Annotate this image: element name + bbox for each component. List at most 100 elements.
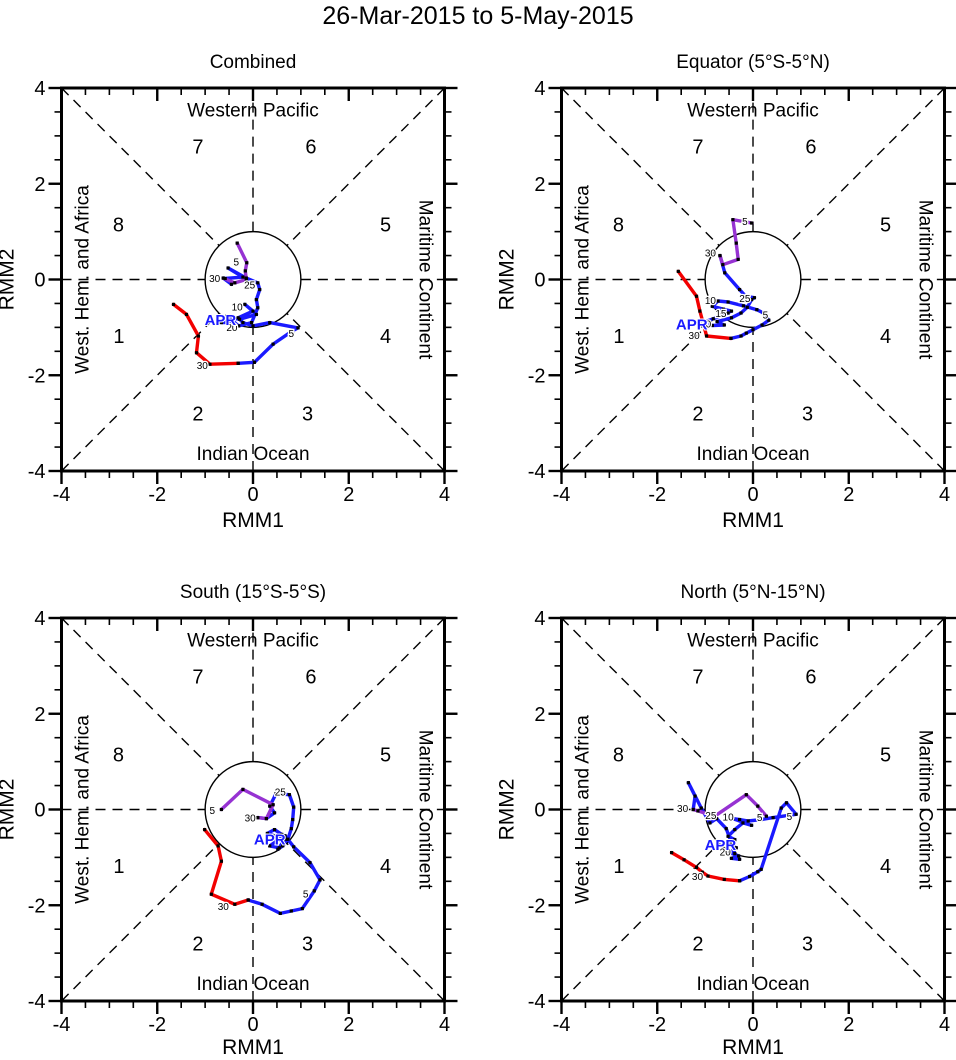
day-marker <box>203 828 207 832</box>
phase-number: 5 <box>880 214 891 236</box>
day-marker <box>794 812 798 816</box>
panel-title-south: South (15°S-5°S) <box>179 582 327 603</box>
day-marker <box>254 298 258 302</box>
phase-number: 4 <box>880 856 891 878</box>
day-marker <box>219 320 224 325</box>
day-marker <box>741 821 745 825</box>
day-marker <box>779 806 783 810</box>
day-marker <box>268 320 272 325</box>
day-marker <box>268 844 272 848</box>
x-axis-label: RMM1 <box>222 1036 284 1059</box>
day-marker <box>256 306 260 310</box>
day-marker <box>184 312 189 317</box>
day-marker <box>233 281 237 285</box>
y-tick-label: 4 <box>34 608 45 630</box>
region-label: Western Pacific <box>187 631 319 652</box>
region-label: Western Pacific <box>187 101 319 122</box>
day-marker <box>286 837 290 841</box>
trajectory-march <box>202 827 250 906</box>
x-tick-label: 0 <box>747 484 758 506</box>
day-marker <box>243 269 247 273</box>
day-marker <box>724 841 728 845</box>
day-marker <box>715 816 719 821</box>
day-marker <box>716 299 720 303</box>
day-marker <box>693 794 697 798</box>
day-marker <box>737 857 742 861</box>
trajectory-may <box>221 241 249 285</box>
day-marker <box>744 294 748 298</box>
day-label: 25 <box>275 787 287 798</box>
region-label: Maritime Continent <box>914 730 935 890</box>
day-marker <box>682 858 686 862</box>
day-label: 5 <box>233 257 239 268</box>
day-marker <box>723 271 727 275</box>
day-marker <box>721 263 725 267</box>
day-marker <box>291 329 295 333</box>
phase-divider-line <box>561 87 720 247</box>
day-marker <box>784 801 789 805</box>
x-tick-label: 4 <box>939 1014 950 1036</box>
day-marker <box>749 823 754 827</box>
phase-divider-line <box>286 617 445 777</box>
phase-number: 5 <box>380 744 391 766</box>
phase-divider-line <box>61 617 220 777</box>
phase-number: 4 <box>380 856 391 878</box>
day-label: 5 <box>787 812 793 823</box>
panel-combined: Western Pacific Indian Ocean West. Hem. an… <box>0 78 458 506</box>
phase-number: 5 <box>380 214 391 236</box>
phase-divider-line <box>61 312 220 472</box>
day-label: 5 <box>210 806 216 817</box>
day-marker <box>771 816 775 820</box>
day-marker <box>711 317 715 321</box>
day-marker <box>272 834 277 838</box>
day-marker <box>751 328 755 332</box>
day-label: 25 <box>244 281 256 292</box>
region-label: Maritime Continent <box>414 730 435 890</box>
day-marker <box>729 856 734 860</box>
y-tick-label: 2 <box>534 174 545 196</box>
phase-number: 5 <box>880 744 891 766</box>
y-tick-label: 4 <box>534 608 545 630</box>
panel-north: Western Pacific Indian Ocean West. Hem. an… <box>496 608 956 1036</box>
day-label: 20 <box>700 320 712 331</box>
day-marker <box>729 309 734 313</box>
y-tick-label: -4 <box>28 461 46 483</box>
y-tick-label: -4 <box>28 991 46 1013</box>
panel-title-combined: Combined <box>209 52 297 73</box>
phase-number: 2 <box>692 934 703 956</box>
day-marker <box>292 805 296 809</box>
phase-number: 7 <box>192 136 203 158</box>
day-marker <box>722 877 726 881</box>
phase-number: 7 <box>692 136 703 158</box>
day-label: 25 <box>739 294 751 305</box>
y-tick-label: 2 <box>34 704 45 726</box>
phase-divider-line <box>286 87 445 247</box>
day-label: 10 <box>705 296 717 307</box>
day-marker <box>756 870 760 874</box>
day-marker <box>209 892 213 896</box>
day-marker <box>737 287 742 292</box>
day-marker <box>734 846 738 850</box>
day-label: 15 <box>715 309 727 320</box>
day-marker <box>237 324 241 328</box>
trajectory-april <box>246 792 322 916</box>
x-tick-label: 2 <box>843 484 854 506</box>
y-tick-label: 4 <box>34 78 45 100</box>
day-marker <box>264 816 269 821</box>
y-axis-label: RMM2 <box>0 779 19 841</box>
day-label: 30 <box>692 872 704 883</box>
day-marker <box>225 314 229 318</box>
day-marker <box>258 287 262 292</box>
day-marker <box>767 318 771 322</box>
phase-number: 8 <box>113 744 124 766</box>
day-marker <box>241 787 245 791</box>
y-tick-label: -4 <box>528 461 546 483</box>
day-marker <box>744 793 748 797</box>
day-marker <box>256 816 260 820</box>
x-tick-label: 0 <box>247 484 258 506</box>
day-label: 30 <box>218 902 230 913</box>
day-marker <box>226 266 230 270</box>
y-tick-label: 0 <box>34 800 45 822</box>
day-marker <box>733 828 737 832</box>
